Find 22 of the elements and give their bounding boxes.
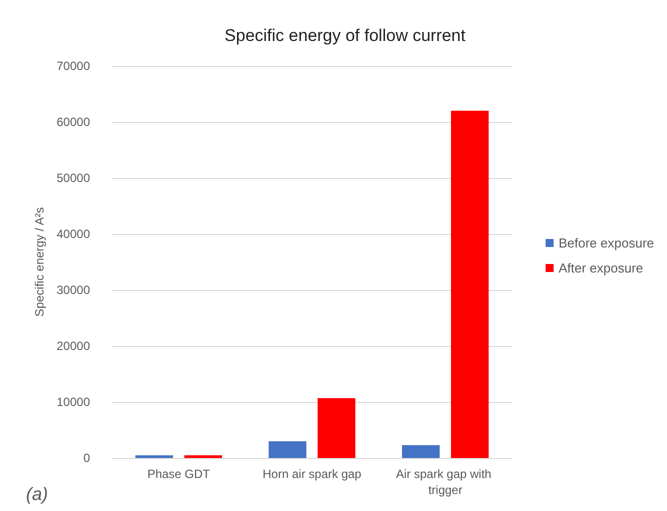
y-axis-title: Specific energy / A²s [32, 207, 47, 317]
y-tick-label: 10000 [56, 395, 90, 409]
y-tick-label: 70000 [56, 59, 90, 73]
chart-title: Specific energy of follow current [224, 26, 466, 45]
y-tick-label: 0 [83, 451, 90, 465]
bar [135, 455, 174, 458]
x-tick-label: Horn air spark gap [262, 467, 362, 481]
bar [450, 110, 489, 458]
legend-label: Before exposure [558, 236, 654, 250]
legend-label: After exposure [558, 260, 644, 276]
x-tick-label: Phase GDT [147, 467, 211, 481]
x-tick-label: Air spark gap with trigger [396, 467, 495, 497]
y-tick-label: 60000 [56, 115, 90, 129]
y-tick-label: 30000 [56, 283, 90, 297]
y-tick-label: 40000 [56, 227, 90, 241]
text: (a) [26, 484, 48, 504]
y-tick-label: 50000 [56, 171, 90, 185]
y-tick-label: 20000 [56, 339, 90, 353]
bar [184, 455, 222, 458]
bar [318, 398, 356, 458]
bar [268, 441, 306, 458]
bar [402, 445, 440, 458]
